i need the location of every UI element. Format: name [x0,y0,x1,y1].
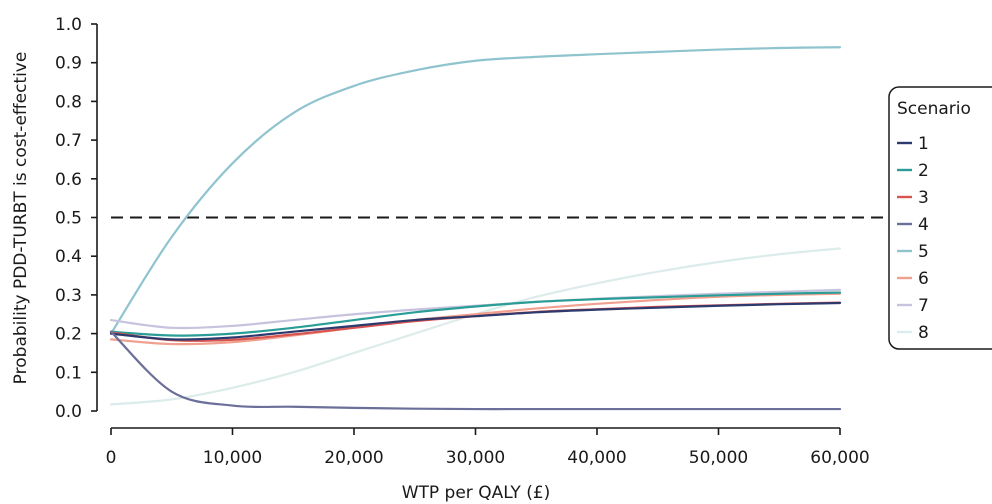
legend-label-4: 4 [918,215,929,235]
legend-title: Scenario [897,99,971,119]
legend-label-2: 2 [918,161,929,181]
y-tick-label: 0.8 [55,92,82,112]
x-axis-title: WTP per QALY (£) [402,483,551,503]
y-axis-title: Probability PDD-TURBT is cost-effective [11,52,31,385]
x-ticks: 0 10,000 20,000 30,000 40,000 50,000 60,000 [106,428,870,468]
y-tick-label: 0.4 [55,247,82,267]
x-tick-label: 50,000 [689,448,748,468]
x-tick-label: 10,000 [203,448,262,468]
legend-label-6: 6 [918,269,929,289]
legend-label-1: 1 [918,134,929,154]
series-lines [109,46,842,411]
y-tick-label: 0.7 [55,131,82,151]
legend: Scenario 1 2 3 4 5 6 7 8 [888,86,992,350]
legend-items: 1 2 3 4 5 6 7 8 [897,134,929,343]
x-tick-label: 0 [106,448,117,468]
legend-label-8: 8 [918,323,929,343]
y-tick-label: 0.9 [55,54,82,74]
y-ticks: 0.0 0.1 0.2 0.3 0.4 0.5 0.6 0.7 0.8 0.9 1.0 [55,15,97,422]
x-tick-label: 30,000 [446,448,505,468]
y-tick-label: 0.2 [55,325,82,345]
series-line-2 [109,291,842,337]
series-line-6 [109,292,842,346]
y-tick-label: 1.0 [55,15,82,35]
x-tick-label: 60,000 [810,448,869,468]
axes: 0.0 0.1 0.2 0.3 0.4 0.5 0.6 0.7 0.8 0.9 1.0 0 10,00… [55,15,870,468]
y-tick-label: 0.6 [55,170,82,190]
legend-label-5: 5 [918,242,929,262]
series-line-1 [109,301,842,341]
x-tick-label: 20,000 [324,448,383,468]
y-tick-label: 0.0 [55,402,82,422]
y-tick-label: 0.5 [55,209,82,229]
legend-label-7: 7 [918,296,929,316]
legend-box [888,86,992,350]
series-line-4 [109,330,842,411]
series-line-5 [109,46,842,335]
legend-label-3: 3 [918,188,929,208]
y-tick-label: 0.1 [55,363,82,383]
x-tick-label: 40,000 [567,448,626,468]
y-tick-label: 0.3 [55,286,82,306]
